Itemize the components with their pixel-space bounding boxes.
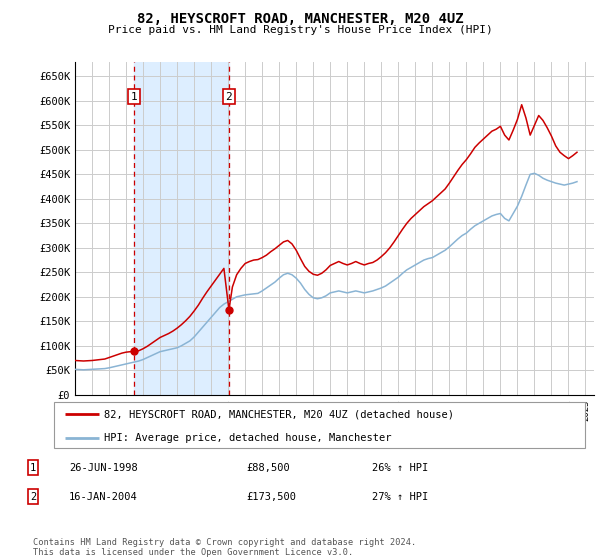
Text: £173,500: £173,500 xyxy=(246,492,296,502)
Text: 26% ↑ HPI: 26% ↑ HPI xyxy=(372,463,428,473)
Text: 2: 2 xyxy=(226,92,232,101)
Text: 82, HEYSCROFT ROAD, MANCHESTER, M20 4UZ (detached house): 82, HEYSCROFT ROAD, MANCHESTER, M20 4UZ … xyxy=(104,409,454,419)
Text: 2: 2 xyxy=(30,492,36,502)
Text: 26-JUN-1998: 26-JUN-1998 xyxy=(69,463,138,473)
Text: 1: 1 xyxy=(131,92,137,101)
Text: £88,500: £88,500 xyxy=(246,463,290,473)
Bar xyxy=(134,62,229,395)
Text: Price paid vs. HM Land Registry's House Price Index (HPI): Price paid vs. HM Land Registry's House … xyxy=(107,25,493,35)
Text: 1: 1 xyxy=(30,463,36,473)
Text: 16-JAN-2004: 16-JAN-2004 xyxy=(69,492,138,502)
Text: 27% ↑ HPI: 27% ↑ HPI xyxy=(372,492,428,502)
Text: 82, HEYSCROFT ROAD, MANCHESTER, M20 4UZ: 82, HEYSCROFT ROAD, MANCHESTER, M20 4UZ xyxy=(137,12,463,26)
Text: Contains HM Land Registry data © Crown copyright and database right 2024.
This d: Contains HM Land Registry data © Crown c… xyxy=(33,538,416,557)
FancyBboxPatch shape xyxy=(54,402,585,448)
Text: HPI: Average price, detached house, Manchester: HPI: Average price, detached house, Manc… xyxy=(104,433,392,443)
